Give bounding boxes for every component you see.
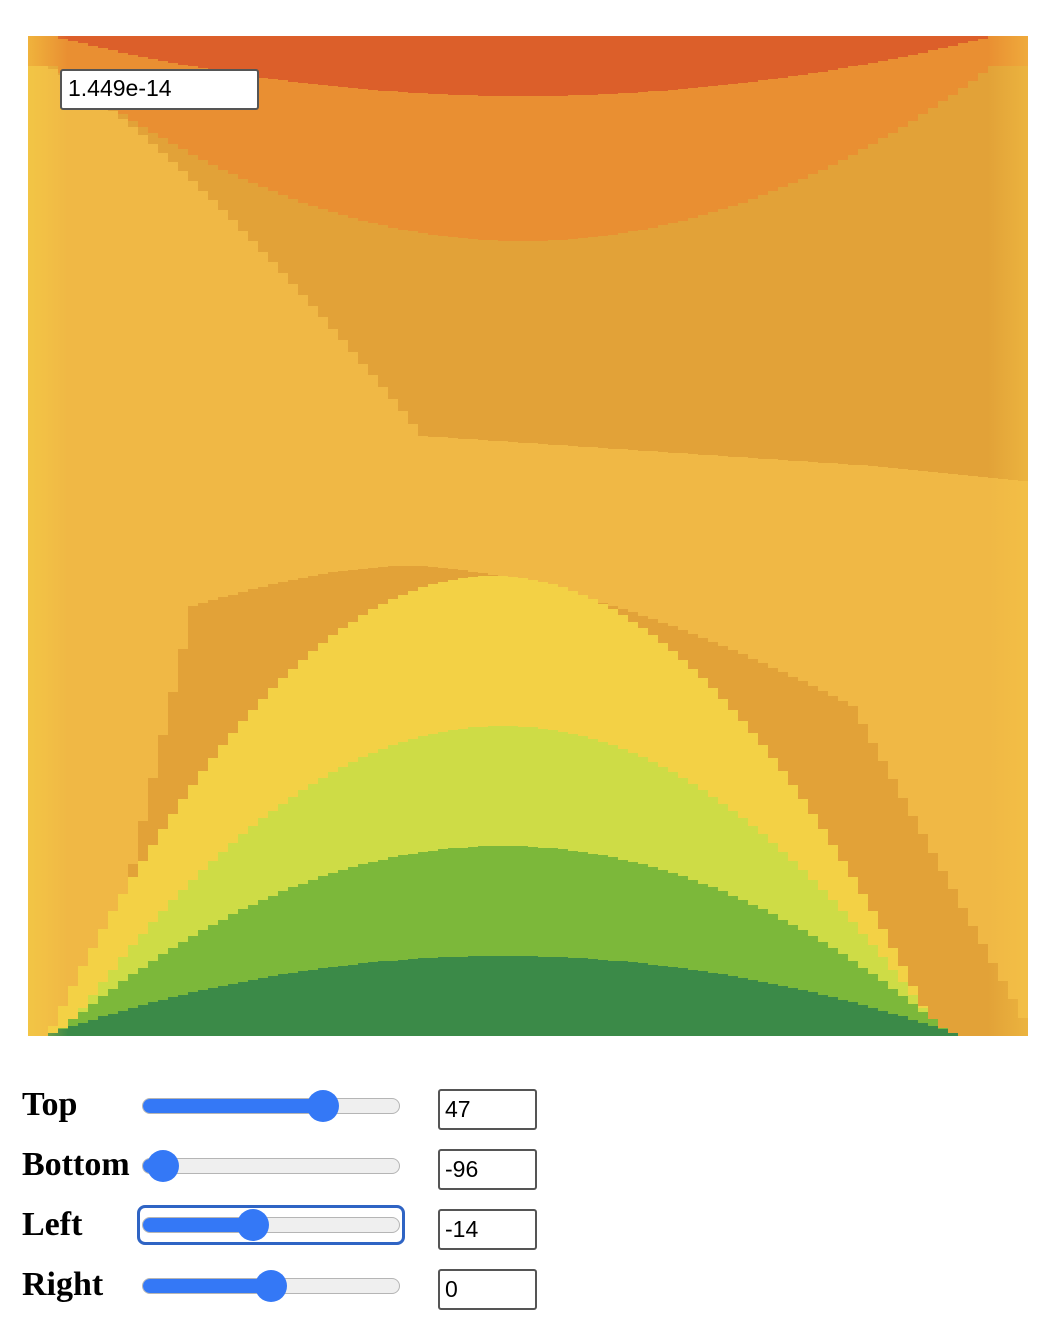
left-slider-thumb[interactable] xyxy=(236,1209,269,1241)
left-value-input[interactable]: -14 xyxy=(438,1209,537,1250)
right-value-input[interactable]: 0 xyxy=(438,1269,537,1310)
top-label: Top xyxy=(22,1086,78,1123)
bottom-value-input[interactable]: -96 xyxy=(438,1149,537,1190)
right-slider[interactable] xyxy=(140,1266,402,1306)
left-label: Left xyxy=(22,1206,83,1243)
right-label: Right xyxy=(22,1266,104,1303)
left-slider-fill xyxy=(143,1218,254,1232)
top-slider-track xyxy=(142,1098,400,1114)
heatmap-band-3 xyxy=(28,36,1028,96)
bottom-slider-thumb[interactable] xyxy=(146,1150,179,1182)
bottom-slider-track xyxy=(142,1158,400,1174)
value-readout[interactable]: 1.449e-14 xyxy=(60,69,259,110)
top-slider-thumb[interactable] xyxy=(306,1090,339,1122)
bottom-label: Bottom xyxy=(22,1146,130,1183)
top-slider[interactable] xyxy=(140,1086,402,1126)
left-slider-track xyxy=(142,1217,400,1233)
right-slider-fill xyxy=(143,1279,272,1293)
heatmap-band-2 xyxy=(28,36,1028,241)
bottom-slider[interactable] xyxy=(140,1146,402,1186)
heatmap-edge-left xyxy=(28,36,68,1036)
top-slider-fill xyxy=(143,1099,324,1113)
heatmap-edge-right xyxy=(988,36,1028,1036)
left-slider[interactable] xyxy=(137,1205,405,1245)
heatmap-graphic xyxy=(28,36,1028,1036)
right-slider-thumb[interactable] xyxy=(255,1270,287,1302)
heatmap-band-8 xyxy=(28,956,1028,1036)
heatmap-canvas[interactable] xyxy=(28,36,1028,1036)
top-value-input[interactable]: 47 xyxy=(438,1089,537,1130)
